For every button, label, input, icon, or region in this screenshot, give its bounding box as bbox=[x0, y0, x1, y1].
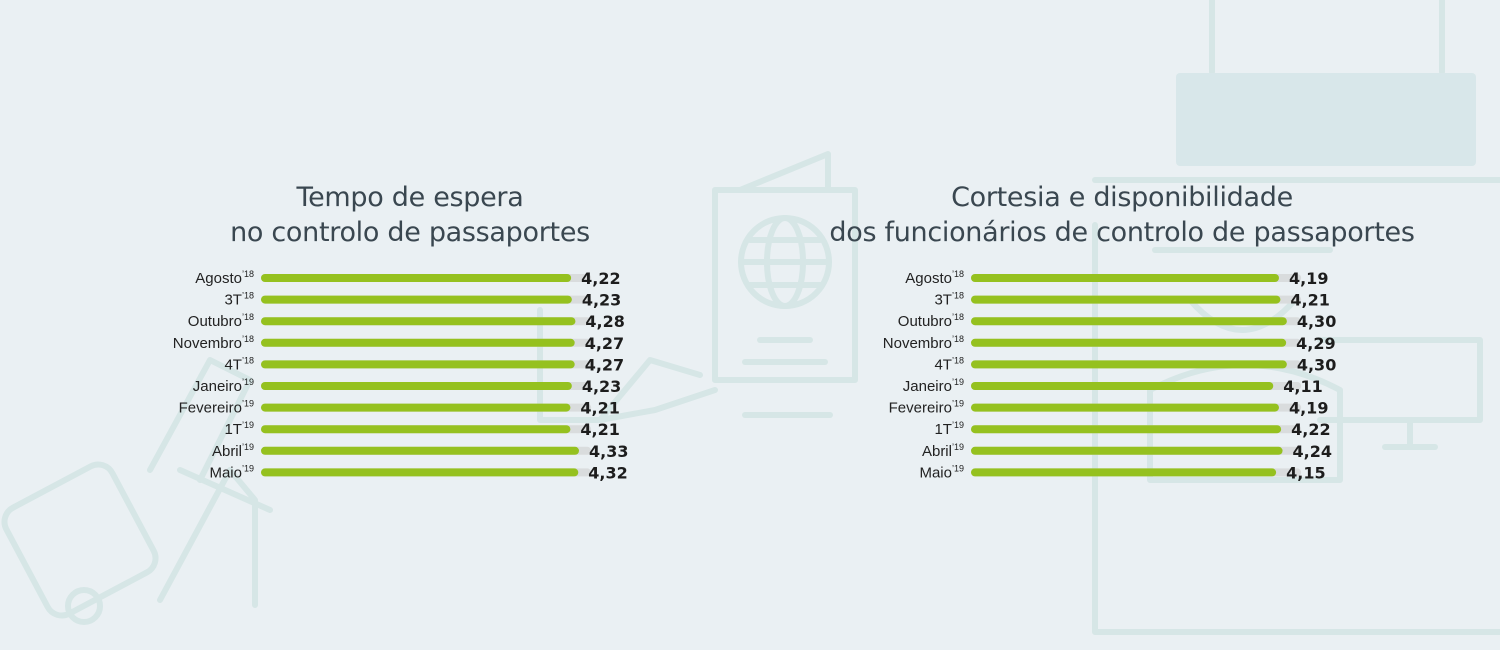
category-label: 1T’19 bbox=[224, 420, 254, 438]
category-name: Outubro bbox=[188, 313, 242, 330]
value-label: 4,21 bbox=[580, 420, 619, 439]
value-label: 4,30 bbox=[1297, 355, 1336, 374]
category-label: 3T’18 bbox=[224, 291, 254, 309]
category-label: 4T’18 bbox=[934, 355, 964, 373]
category-year: ’19 bbox=[242, 399, 254, 409]
category-name: Abril bbox=[922, 443, 952, 460]
category-name: 3T bbox=[934, 292, 952, 309]
category-year: ’19 bbox=[952, 442, 964, 452]
value-label: 4,21 bbox=[580, 399, 619, 418]
category-year: ’18 bbox=[242, 291, 254, 301]
category-label: Maio’19 bbox=[209, 463, 254, 481]
category-name: Maio bbox=[209, 464, 242, 481]
category-label: Abril’19 bbox=[212, 442, 254, 460]
value-label: 4,23 bbox=[582, 377, 621, 396]
category-year: ’18 bbox=[952, 291, 964, 301]
category-name: Maio bbox=[919, 464, 952, 481]
category-year: ’18 bbox=[952, 312, 964, 322]
value-label: 4,32 bbox=[588, 463, 627, 482]
category-label: Outubro’18 bbox=[188, 312, 254, 330]
value-label: 4,19 bbox=[1289, 399, 1328, 418]
category-name: 1T bbox=[224, 421, 242, 438]
chart-title-line: Tempo de espera bbox=[296, 182, 524, 213]
category-year: ’18 bbox=[952, 355, 964, 365]
category-name: Novembro bbox=[173, 335, 242, 352]
category-year: ’18 bbox=[242, 269, 254, 279]
category-label: 1T’19 bbox=[934, 420, 964, 438]
category-name: Abril bbox=[212, 443, 242, 460]
category-label: Maio’19 bbox=[919, 463, 964, 481]
value-label: 4,11 bbox=[1283, 377, 1322, 396]
value-label: 4,27 bbox=[585, 334, 624, 353]
category-name: Outubro bbox=[898, 313, 952, 330]
category-name: Novembro bbox=[883, 335, 952, 352]
category-label: Janeiro’19 bbox=[193, 377, 254, 395]
category-name: Fevereiro bbox=[889, 400, 952, 417]
chart-title-line: dos funcionários de controlo de passapor… bbox=[829, 217, 1415, 248]
category-label: Fevereiro’19 bbox=[179, 399, 254, 417]
value-label: 4,19 bbox=[1289, 269, 1328, 288]
value-label: 4,15 bbox=[1286, 463, 1325, 482]
chart-title-line: no controlo de passaportes bbox=[230, 217, 590, 248]
category-year: ’19 bbox=[242, 463, 254, 473]
category-year: ’18 bbox=[242, 355, 254, 365]
category-name: 4T bbox=[224, 356, 242, 373]
category-label: Agosto’18 bbox=[905, 269, 964, 287]
category-year: ’19 bbox=[952, 463, 964, 473]
suitcase-icon bbox=[1, 357, 273, 625]
category-label: Outubro’18 bbox=[898, 312, 964, 330]
value-label: 4,28 bbox=[585, 312, 624, 331]
category-label: Novembro’18 bbox=[173, 334, 254, 352]
category-name: Janeiro bbox=[903, 378, 952, 395]
category-label: Agosto’18 bbox=[195, 269, 254, 287]
value-label: 4,24 bbox=[1293, 442, 1332, 461]
category-name: 1T bbox=[934, 421, 952, 438]
category-year: ’19 bbox=[952, 377, 964, 387]
category-year: ’18 bbox=[952, 269, 964, 279]
value-label: 4,22 bbox=[581, 269, 620, 288]
category-year: ’18 bbox=[952, 334, 964, 344]
category-year: ’18 bbox=[242, 312, 254, 322]
category-name: 3T bbox=[224, 292, 242, 309]
category-label: Fevereiro’19 bbox=[889, 399, 964, 417]
category-year: ’19 bbox=[242, 377, 254, 387]
value-label: 4,22 bbox=[1291, 420, 1330, 439]
category-label: Abril’19 bbox=[922, 442, 964, 460]
chart-title-waiting-time: Tempo de espera no controlo de passaport… bbox=[110, 180, 710, 250]
category-year: ’19 bbox=[952, 399, 964, 409]
value-label: 4,23 bbox=[582, 291, 621, 310]
category-year: ’19 bbox=[242, 420, 254, 430]
category-year: ’18 bbox=[242, 334, 254, 344]
category-label: Janeiro’19 bbox=[903, 377, 964, 395]
value-label: 4,27 bbox=[585, 355, 624, 374]
category-label: 3T’18 bbox=[934, 291, 964, 309]
value-label: 4,21 bbox=[1290, 291, 1329, 310]
category-name: Agosto bbox=[905, 270, 952, 287]
category-name: Agosto bbox=[195, 270, 242, 287]
category-label: 4T’18 bbox=[224, 355, 254, 373]
category-name: Janeiro bbox=[193, 378, 242, 395]
chart-title-courtesy: Cortesia e disponibilidade dos funcionár… bbox=[772, 180, 1472, 250]
category-name: 4T bbox=[934, 356, 952, 373]
category-year: ’19 bbox=[952, 420, 964, 430]
category-label: Novembro’18 bbox=[883, 334, 964, 352]
chart-title-line: Cortesia e disponibilidade bbox=[951, 182, 1293, 213]
value-label: 4,30 bbox=[1297, 312, 1336, 331]
category-name: Fevereiro bbox=[179, 400, 242, 417]
value-label: 4,33 bbox=[589, 442, 628, 461]
category-year: ’19 bbox=[242, 442, 254, 452]
value-label: 4,29 bbox=[1296, 334, 1335, 353]
